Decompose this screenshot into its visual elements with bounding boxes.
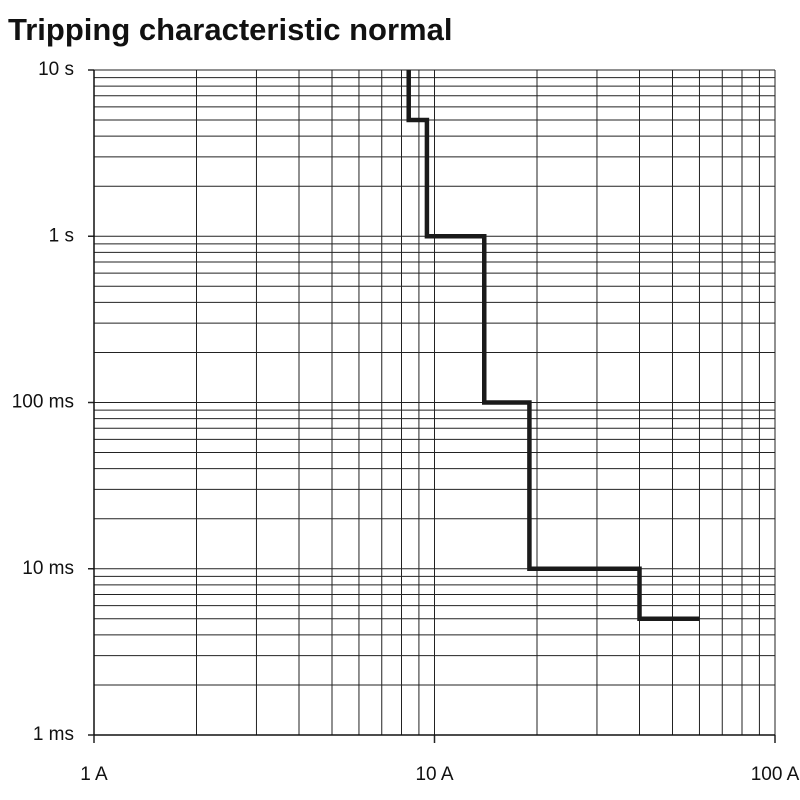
x-tick-label: 1 A bbox=[80, 764, 108, 785]
x-tick-label: 100 A bbox=[751, 764, 800, 785]
y-tick-label: 1 ms bbox=[33, 724, 74, 745]
y-tick-label: 100 ms bbox=[12, 392, 74, 413]
chart-title: Tripping characteristic normal bbox=[8, 12, 452, 47]
y-tick-label: 10 ms bbox=[22, 558, 74, 579]
curve bbox=[406, 70, 700, 622]
y-tick-label: 10 s bbox=[38, 59, 74, 80]
x-tick-label: 10 A bbox=[415, 764, 453, 785]
y-tick-label: 1 s bbox=[49, 225, 74, 246]
